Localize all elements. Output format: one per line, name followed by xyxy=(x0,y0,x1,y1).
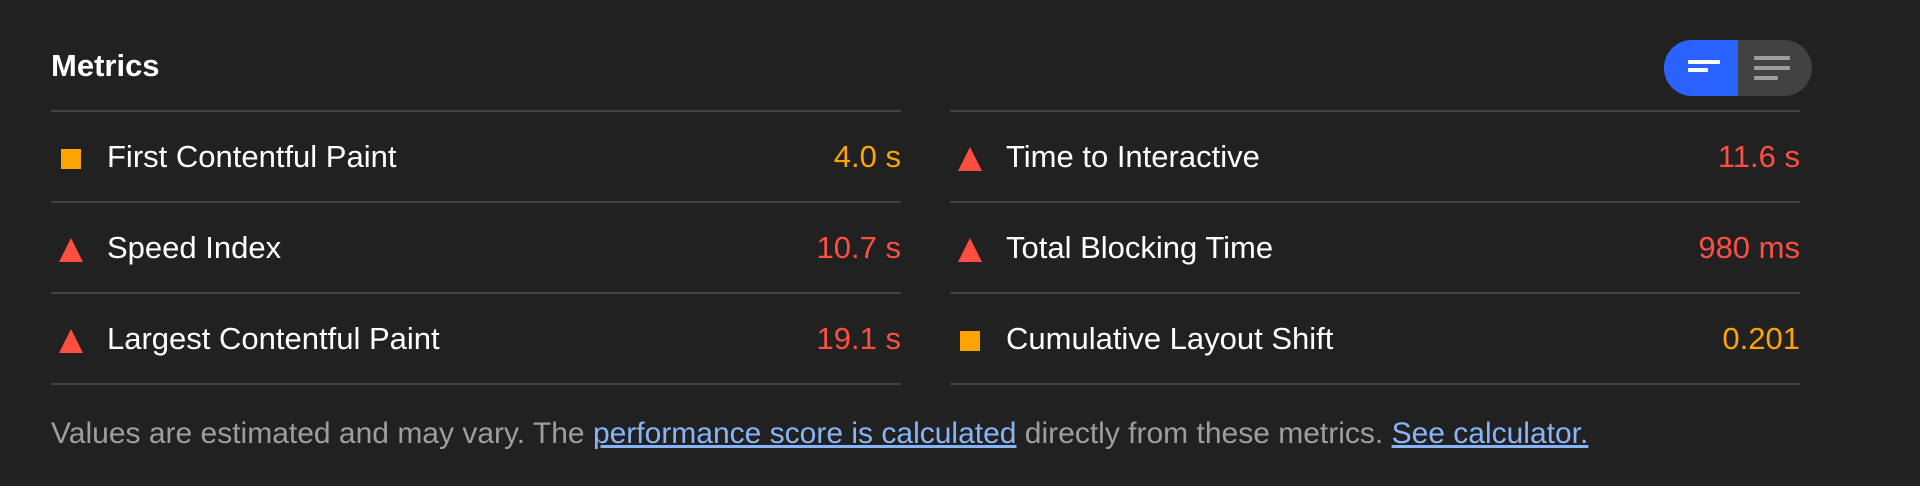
expanded-view-button[interactable] xyxy=(1738,40,1812,96)
metrics-title: Metrics xyxy=(51,48,160,83)
metric-label: Time to Interactive xyxy=(1006,139,1260,174)
metric-value: 10.7 s xyxy=(816,230,901,265)
metric-value: 0.201 xyxy=(1722,321,1800,356)
metric-value: 19.1 s xyxy=(816,321,901,356)
metric-label: Total Blocking Time xyxy=(1006,230,1274,265)
metric-row-cumulative-layout-shift: Cumulative Layout Shift 0.201 xyxy=(950,292,1800,385)
metrics-note: Values are estimated and may vary. The p… xyxy=(51,414,1588,454)
metric-row-time-to-interactive: Time to Interactive 11.6 s xyxy=(950,110,1800,201)
see-calculator-link[interactable]: See calculator. xyxy=(1391,417,1589,450)
metric-label: Largest Contentful Paint xyxy=(107,321,440,356)
performance-score-link[interactable]: performance score is calculated xyxy=(592,417,1017,450)
metric-row-first-contentful-paint: First Contentful Paint 4.0 s xyxy=(51,110,901,201)
fail-triangle-icon xyxy=(958,147,982,171)
metric-row-speed-index: Speed Index 10.7 s xyxy=(51,201,901,292)
note-text: directly from these metrics. xyxy=(1016,417,1392,450)
metric-label: Cumulative Layout Shift xyxy=(1006,321,1334,356)
metric-label: Speed Index xyxy=(107,230,282,265)
average-square-icon xyxy=(958,329,982,353)
metric-value: 4.0 s xyxy=(833,139,901,174)
metric-value: 11.6 s xyxy=(1717,139,1800,174)
note-text: Values are estimated and may vary. The xyxy=(51,417,593,450)
metric-label: First Contentful Paint xyxy=(107,139,397,174)
metrics-header: Metrics xyxy=(51,40,1812,97)
fail-triangle-icon xyxy=(59,329,83,353)
average-square-icon xyxy=(59,147,83,171)
metrics-column-right: Time to Interactive 11.6 s Total Blockin… xyxy=(950,110,1800,385)
summary-view-button[interactable] xyxy=(1664,40,1738,96)
fail-triangle-icon xyxy=(59,238,83,262)
metric-row-largest-contentful-paint: Largest Contentful Paint 19.1 s xyxy=(51,292,901,385)
metric-row-total-blocking-time: Total Blocking Time 980 ms xyxy=(950,201,1800,292)
metric-value: 980 ms xyxy=(1698,230,1800,265)
metrics-panel: Metrics First Contentful Paint xyxy=(51,0,1812,486)
fail-triangle-icon xyxy=(958,238,982,262)
view-toggle xyxy=(1664,40,1812,96)
metrics-column-left: First Contentful Paint 4.0 s Speed Index… xyxy=(51,110,901,385)
